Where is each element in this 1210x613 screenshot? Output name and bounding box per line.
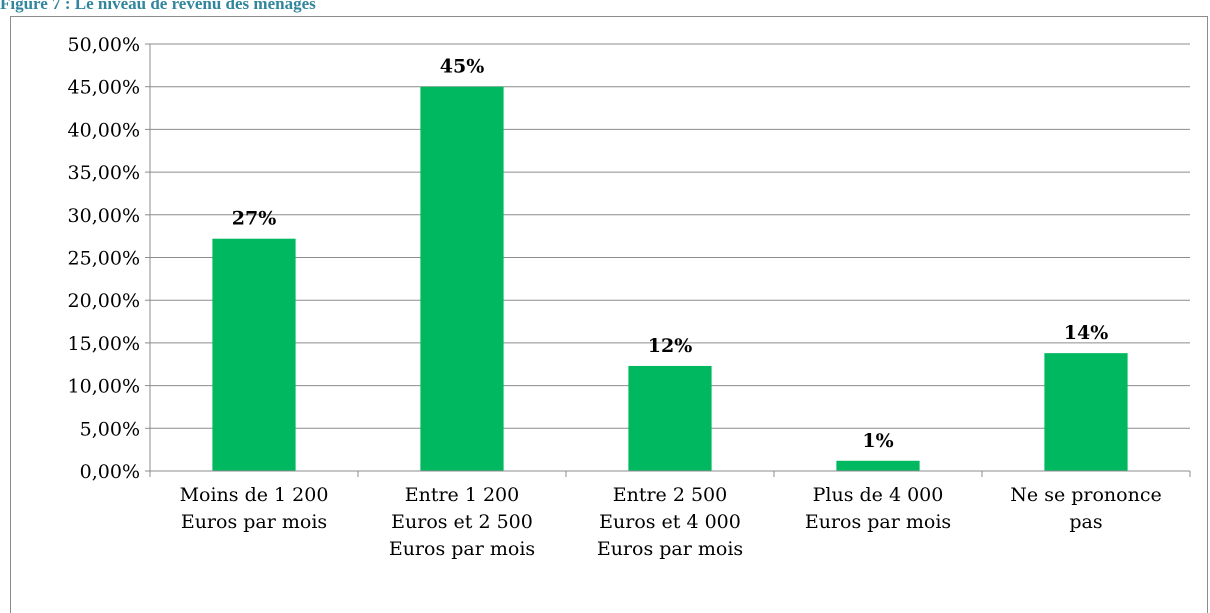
y-tick-label: 20,00% xyxy=(68,290,140,312)
chart-title: Figure 7 : Le niveau de revenu des ménag… xyxy=(0,0,316,13)
data-label: 45% xyxy=(440,56,485,78)
x-tick-label: Euros et 2 500 xyxy=(391,511,533,533)
x-tick-label: Euros par mois xyxy=(181,511,327,533)
y-tick-label: 30,00% xyxy=(68,205,140,227)
chart-frame xyxy=(10,16,1208,613)
y-tick-label: 50,00% xyxy=(68,34,140,56)
y-tick-label: 40,00% xyxy=(68,119,140,141)
y-tick-label: 10,00% xyxy=(68,376,140,398)
x-tick-label: Plus de 4 000 xyxy=(813,484,944,506)
bar xyxy=(420,86,504,471)
x-tick-label: Euros par mois xyxy=(597,538,743,560)
data-label: 1% xyxy=(862,430,893,452)
bar xyxy=(1044,353,1128,471)
data-label: 12% xyxy=(648,335,693,357)
x-tick-label: Euros par mois xyxy=(389,538,535,560)
bar xyxy=(628,365,712,471)
x-tick-label: Ne se prononce xyxy=(1010,484,1161,506)
bar xyxy=(836,460,920,471)
y-tick-label: 15,00% xyxy=(68,333,140,355)
data-label: 27% xyxy=(232,208,277,230)
x-tick-label: Euros par mois xyxy=(805,511,951,533)
x-tick-label: pas xyxy=(1069,511,1102,533)
x-tick-label: Moins de 1 200 xyxy=(180,484,329,506)
x-tick-label: Entre 2 500 xyxy=(613,484,728,506)
y-tick-label: 35,00% xyxy=(68,162,140,184)
y-tick-label: 5,00% xyxy=(80,418,140,440)
data-label: 14% xyxy=(1064,322,1109,344)
y-tick-label: 25,00% xyxy=(68,248,140,270)
y-tick-label: 45,00% xyxy=(68,77,140,99)
x-tick-label: Entre 1 200 xyxy=(405,484,520,506)
x-tick-label: Euros et 4 000 xyxy=(599,511,741,533)
y-tick-label: 0,00% xyxy=(80,461,140,483)
bar xyxy=(212,238,296,471)
